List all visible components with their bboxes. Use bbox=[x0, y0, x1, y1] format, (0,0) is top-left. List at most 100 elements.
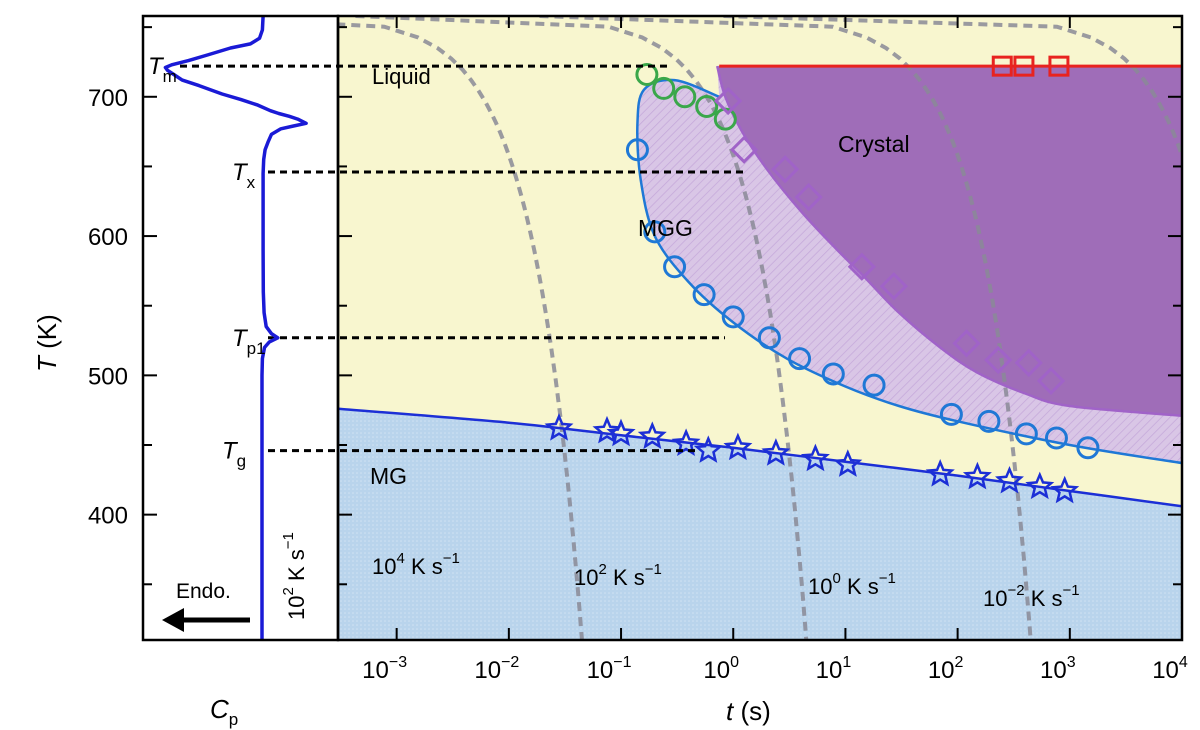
y-axis-unit: (K) bbox=[32, 314, 62, 356]
rate-exponent: −2 bbox=[1007, 582, 1024, 599]
x-tick-base: 10 bbox=[928, 657, 955, 684]
cp-panel bbox=[163, 16, 308, 640]
cp-axis-label: Cp bbox=[210, 694, 238, 729]
data-point-star bbox=[833, 449, 863, 477]
rate-unit-exponent: −1 bbox=[879, 570, 896, 587]
temperature-guides bbox=[180, 64, 748, 453]
temperature-subscript: g bbox=[237, 452, 246, 471]
data-point-star bbox=[544, 413, 574, 441]
region-label-liquid: Liquid bbox=[372, 64, 431, 89]
cp-rate-unit-exponent: −1 bbox=[280, 532, 297, 549]
x-tick-base: 10 bbox=[703, 657, 730, 684]
cooling-curve bbox=[355, 16, 809, 640]
region-label-mgg: MGG bbox=[638, 215, 693, 241]
x-tick-base: 10 bbox=[1040, 657, 1067, 684]
cooling-rate-label: 104 K s−1 bbox=[372, 550, 460, 579]
rate-base: 10 bbox=[808, 574, 832, 599]
rate-base: 10 bbox=[372, 554, 396, 579]
glass-transition-line bbox=[338, 407, 1182, 508]
data-point-circle bbox=[788, 347, 812, 371]
temperature-subscript: m bbox=[163, 67, 177, 86]
data-point-circle bbox=[721, 305, 745, 329]
data-point-circle bbox=[643, 220, 667, 244]
data-point-star bbox=[606, 418, 636, 447]
data-point-circle bbox=[977, 409, 1001, 433]
region-label-mg: MG bbox=[370, 463, 407, 489]
data-point-diamond bbox=[847, 252, 876, 281]
y-axis-symbol: T bbox=[32, 354, 62, 372]
plot-area bbox=[338, 16, 1182, 640]
cp-axis-symbol: C bbox=[210, 694, 229, 724]
data-point-star bbox=[925, 459, 955, 487]
x-tick-base: 10 bbox=[816, 657, 843, 684]
rate-unit-exponent: −1 bbox=[443, 550, 460, 567]
temperature-label: Tm bbox=[148, 53, 177, 86]
data-point-star bbox=[671, 428, 701, 456]
cooling-rate-label: 10−2 K s−1 bbox=[983, 582, 1080, 611]
x-tick-base: 10 bbox=[362, 657, 389, 684]
data-point-circle bbox=[1014, 422, 1038, 446]
data-point-star bbox=[1025, 471, 1055, 500]
rate-exponent: 2 bbox=[598, 561, 606, 578]
x-tick-exponent: −2 bbox=[501, 654, 519, 671]
data-point-star bbox=[693, 435, 723, 463]
x-tick-label: 10−3 bbox=[362, 654, 407, 684]
data-markers bbox=[544, 55, 1100, 504]
data-point-diamond bbox=[984, 345, 1013, 375]
rate-unit: K s bbox=[1025, 586, 1063, 611]
x-tick-label: 100 bbox=[703, 654, 739, 684]
data-point-circle bbox=[862, 373, 886, 397]
crystal-boundary-line bbox=[715, 65, 1182, 418]
data-point-square bbox=[1013, 55, 1035, 77]
x-tick-label: 102 bbox=[928, 654, 964, 684]
data-point-circle bbox=[939, 402, 963, 426]
temperature-subscript: x bbox=[247, 173, 256, 192]
data-point-star bbox=[761, 438, 791, 466]
rate-base: 10 bbox=[574, 565, 598, 590]
data-point-diamond bbox=[1036, 366, 1066, 396]
rate-unit: K s bbox=[841, 574, 879, 599]
cp-axis-subscript: p bbox=[229, 710, 238, 729]
x-tick-exponent: 4 bbox=[1179, 654, 1188, 671]
mg-region-texture bbox=[338, 408, 1182, 640]
data-point-circle bbox=[695, 95, 719, 119]
data-point-star bbox=[637, 421, 667, 450]
x-tick-base: 10 bbox=[474, 657, 501, 684]
data-point-diamond bbox=[879, 272, 908, 301]
data-point-circle bbox=[673, 85, 697, 109]
rate-unit: K s bbox=[607, 565, 645, 590]
endo-arrow bbox=[162, 608, 250, 632]
x-tick-base: 10 bbox=[587, 657, 614, 684]
x-tick-exponent: −1 bbox=[613, 654, 631, 671]
temperature-symbol: T bbox=[148, 53, 165, 80]
temperature-symbol: T bbox=[232, 325, 249, 352]
temperature-symbol: T bbox=[222, 438, 239, 465]
cp-rate-label: 102 K s−1 bbox=[280, 532, 309, 620]
data-point-star bbox=[723, 432, 753, 461]
data-point-diamond bbox=[713, 86, 743, 116]
data-point-square bbox=[1048, 55, 1070, 77]
data-point-star bbox=[592, 415, 622, 444]
rate-base: 10 bbox=[983, 586, 1007, 611]
rate-unit-exponent: −1 bbox=[645, 561, 662, 578]
data-point-circle bbox=[625, 138, 649, 162]
temperature-label: Tp1 bbox=[232, 325, 266, 358]
cp-panel-frame bbox=[141, 14, 340, 642]
cooling-curve bbox=[723, 16, 1182, 162]
x-tick-exponent: 0 bbox=[730, 654, 739, 671]
x-tick-label: 10−2 bbox=[474, 654, 519, 684]
x-axis-unit: (s) bbox=[733, 696, 771, 726]
cooling-rate-label: 100 K s−1 bbox=[808, 570, 896, 599]
rate-unit: K s bbox=[405, 554, 443, 579]
rate-exponent: 0 bbox=[832, 570, 840, 587]
endo-label: Endo. bbox=[176, 580, 231, 603]
data-point-diamond bbox=[952, 329, 981, 358]
x-tick-label: 103 bbox=[1040, 654, 1076, 684]
y-axis-label: T (K) bbox=[32, 314, 62, 372]
data-point-circle bbox=[1044, 426, 1068, 450]
rate-exponent: 4 bbox=[396, 550, 404, 567]
axis-ticks bbox=[143, 16, 1183, 640]
data-point-square bbox=[991, 55, 1013, 77]
